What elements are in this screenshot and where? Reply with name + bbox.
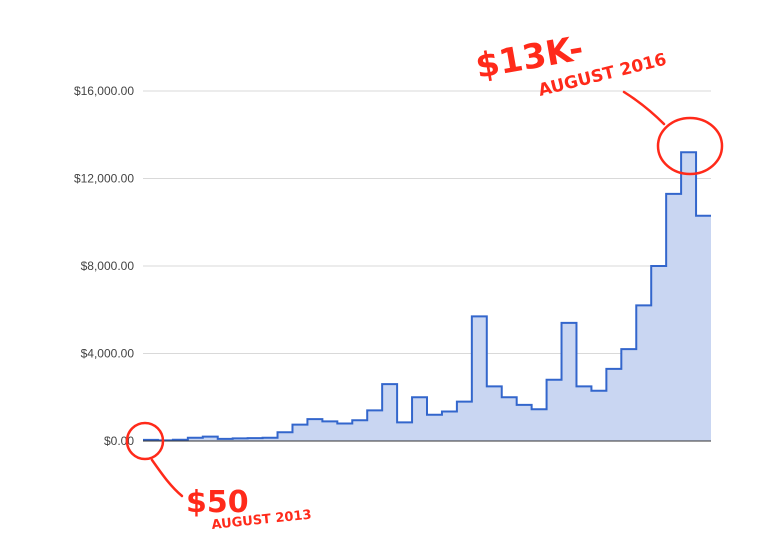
annotation-peak-arrow — [622, 90, 666, 126]
series-line — [143, 151, 711, 442]
series-area — [143, 151, 711, 442]
series-fill — [143, 152, 711, 441]
gridlines — [143, 90, 711, 354]
y-axis-tick-labels: $0.00 $4,000.00 $8,000.00 $12,000.00 $16,000… — [74, 84, 134, 448]
annotation-peak-circle — [656, 116, 724, 176]
y-tick-label: $4,000.00 — [81, 347, 135, 361]
y-tick-label: $12,000.00 — [74, 172, 134, 186]
annotation-start-circle — [125, 421, 165, 461]
annotation-start-arrow — [150, 458, 184, 498]
y-tick-label: $8,000.00 — [81, 259, 135, 273]
annotation-start-value: $50 — [186, 485, 249, 520]
y-tick-label: $0.00 — [104, 434, 134, 448]
y-tick-label: $16,000.00 — [74, 84, 134, 98]
